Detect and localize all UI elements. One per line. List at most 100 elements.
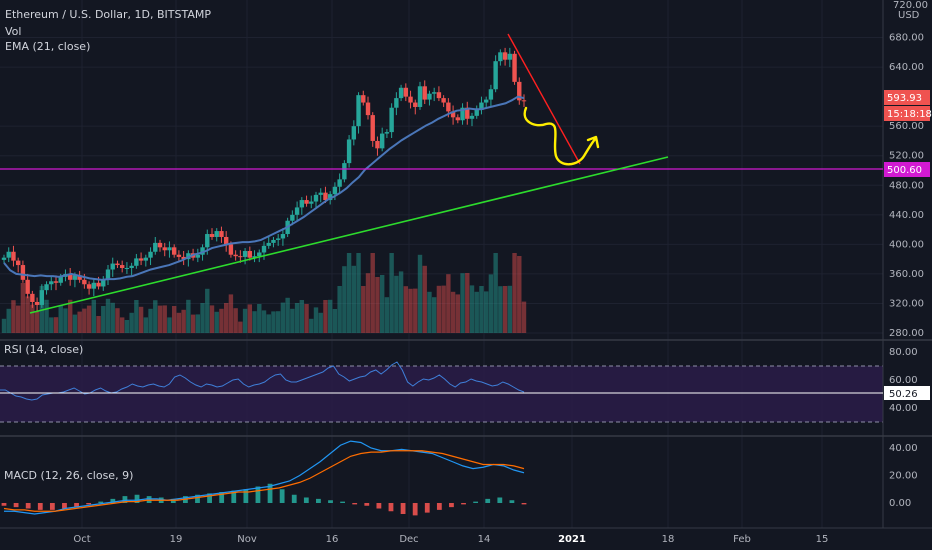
candle-body bbox=[361, 95, 366, 103]
volume-bar bbox=[327, 299, 333, 333]
candle-body bbox=[238, 256, 243, 258]
candle-body bbox=[493, 61, 498, 90]
volume-bar bbox=[469, 285, 475, 333]
candle-body bbox=[91, 282, 97, 289]
rsi-tag bbox=[884, 386, 930, 400]
candle-body bbox=[384, 132, 390, 134]
chart-title: Ethereum / U.S. Dollar, 1D, BITSTAMP bbox=[5, 8, 211, 21]
macd-histogram-bar bbox=[98, 501, 104, 503]
candle-body bbox=[398, 87, 404, 99]
volume-bar bbox=[143, 317, 149, 333]
volume-bar bbox=[379, 275, 385, 333]
forecast-drawing[interactable] bbox=[523, 106, 600, 166]
candle-body bbox=[460, 107, 465, 121]
rsi-label[interactable]: RSI (14, close) bbox=[4, 343, 83, 356]
time-tick-label: 19 bbox=[170, 534, 183, 545]
candle-body bbox=[275, 238, 281, 240]
macd-histogram-bar bbox=[449, 503, 454, 508]
candle-body bbox=[507, 53, 513, 60]
grid-lines bbox=[0, 0, 883, 528]
candle-body bbox=[261, 245, 267, 253]
volume-bar bbox=[465, 273, 470, 333]
volume-bar bbox=[313, 307, 319, 333]
volume-bar bbox=[1, 318, 7, 333]
volume-bar bbox=[44, 299, 49, 333]
rsi-tick-label: 60.00 bbox=[889, 375, 918, 386]
candle-body bbox=[512, 53, 517, 82]
vol-label[interactable]: Vol bbox=[5, 25, 21, 38]
volume-bar bbox=[370, 253, 375, 333]
volume-bar bbox=[446, 274, 451, 333]
volume-bar bbox=[384, 297, 390, 333]
volume-bar bbox=[398, 271, 404, 333]
ema-label[interactable]: EMA (21, close) bbox=[5, 40, 90, 53]
candle-body bbox=[304, 200, 309, 204]
candle-body bbox=[162, 247, 167, 251]
macd-histogram-bar bbox=[1, 503, 7, 506]
volume-bar bbox=[521, 301, 527, 333]
currency-label[interactable]: USD bbox=[898, 10, 920, 21]
candle-body bbox=[25, 279, 30, 294]
price-axis-ticks: 280.00 320.00 360.00 400.00 440.00 480.00 520.… bbox=[889, 33, 924, 339]
macd-histogram-bar bbox=[412, 503, 418, 516]
volume-bar bbox=[460, 273, 465, 333]
time-tick-label: 15 bbox=[816, 534, 829, 545]
candle-body bbox=[356, 95, 361, 127]
macd-histogram-bar bbox=[25, 503, 31, 509]
volume-bar bbox=[318, 312, 323, 333]
ascending-trendline[interactable] bbox=[29, 156, 669, 314]
macd-histogram-bar bbox=[436, 503, 442, 510]
candle-body bbox=[257, 252, 262, 257]
volume-bar bbox=[167, 317, 172, 333]
volume-bar bbox=[82, 308, 87, 333]
candle-body bbox=[134, 258, 139, 266]
price-tag-text: 593.93 bbox=[887, 93, 922, 104]
macd-histogram-bar bbox=[170, 498, 176, 503]
candle-body bbox=[153, 242, 158, 252]
volume-bar bbox=[20, 283, 26, 333]
macd-histogram-bar bbox=[122, 496, 128, 503]
candle-body bbox=[86, 284, 92, 289]
volume-bar bbox=[58, 305, 63, 333]
price-tick-label: 440.00 bbox=[889, 210, 924, 221]
price-tick-label: 520.00 bbox=[889, 151, 924, 162]
time-tick-label: Dec bbox=[399, 534, 418, 545]
volume-bar bbox=[247, 304, 253, 333]
candle-body bbox=[290, 214, 295, 221]
volume-bar bbox=[294, 303, 300, 333]
candle-body bbox=[53, 281, 59, 283]
volume-bar bbox=[25, 296, 30, 333]
macd-histogram-bar bbox=[267, 483, 273, 503]
volume-bar bbox=[413, 288, 418, 333]
macd-histogram-bar bbox=[352, 503, 358, 505]
candle-body bbox=[455, 117, 461, 121]
candle-body bbox=[181, 256, 186, 260]
candle-body bbox=[280, 234, 286, 239]
volume-bar bbox=[72, 314, 78, 333]
time-tick-label: 2021 bbox=[558, 534, 586, 545]
candle-body bbox=[44, 284, 49, 291]
volume-bar bbox=[422, 265, 427, 333]
downtrend-line[interactable] bbox=[507, 33, 581, 165]
time-tick-label: Feb bbox=[733, 534, 751, 545]
volume-bar bbox=[205, 288, 210, 333]
candle-body bbox=[488, 89, 494, 100]
candle-body bbox=[294, 207, 300, 215]
signal-line bbox=[3, 450, 525, 512]
macd-histogram-bar bbox=[521, 503, 527, 505]
candle-body bbox=[327, 194, 333, 201]
volume-bar bbox=[190, 314, 196, 333]
volume-bar bbox=[115, 308, 120, 333]
macd-histogram-bar bbox=[509, 500, 515, 503]
volume-bar bbox=[110, 302, 115, 333]
macd-label[interactable]: MACD (12, 26, close, 9) bbox=[4, 469, 133, 482]
macd-histogram-bar bbox=[461, 503, 466, 505]
macd-histogram-bar bbox=[37, 503, 43, 510]
candle-body bbox=[39, 290, 45, 305]
macd-histogram-bar bbox=[86, 503, 92, 505]
volume-bar bbox=[15, 305, 21, 333]
volume-bar bbox=[417, 254, 423, 333]
macd-line bbox=[4, 440, 525, 515]
